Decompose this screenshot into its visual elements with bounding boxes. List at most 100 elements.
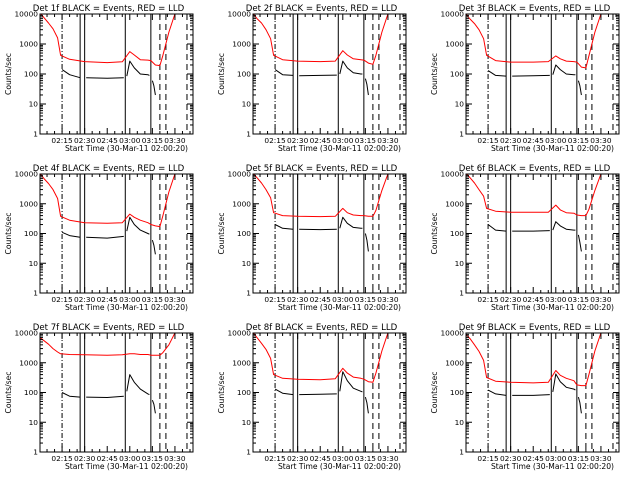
y-axis-label: Counts/sec xyxy=(4,213,13,255)
x-tick-label: 02:15 xyxy=(51,295,73,304)
x-tick-label: 03:30 xyxy=(590,136,612,145)
y-tick-label: 10 xyxy=(242,418,252,427)
events-series-line xyxy=(364,78,369,96)
lld-series-line xyxy=(40,174,178,228)
y-tick-label: 10000 xyxy=(227,10,251,19)
x-tick-label: 02:45 xyxy=(97,136,119,145)
events-series-line xyxy=(512,230,550,232)
x-tick-label: 03:15 xyxy=(142,136,164,145)
x-axis-label: Start Time (30-Mar-11 02:00:20) xyxy=(65,303,188,312)
detector-panel-1: 1 10 100 1000 10000 02:15 02:30 02:45 03:00 03:15… xyxy=(4,4,194,153)
y-tick-label: 10 xyxy=(29,418,39,427)
events-series-line xyxy=(151,239,156,255)
y-tick-label: 10 xyxy=(455,259,465,268)
events-series-line xyxy=(364,396,369,414)
events-series-line xyxy=(364,233,369,252)
panel-title: Det 5f BLACK = Events, RED = LLD xyxy=(246,164,398,174)
detector-panel-4: 1 10 100 1000 10000 02:15 02:30 02:45 03:00 03:15… xyxy=(4,164,194,312)
x-tick-label: 03:30 xyxy=(377,295,399,304)
panel-title: Det 3f BLACK = Events, RED = LLD xyxy=(459,4,611,14)
y-tick-label: 100 xyxy=(450,70,464,79)
events-series-line xyxy=(512,394,550,396)
y-tick-label: 100 xyxy=(237,229,251,238)
events-series-line xyxy=(86,77,124,79)
events-series-line xyxy=(299,74,337,77)
y-tick-label: 100 xyxy=(237,388,251,397)
y-tick-label: 10000 xyxy=(440,329,464,338)
y-tick-label: 10000 xyxy=(14,10,38,19)
y-axis-label: Counts/sec xyxy=(217,213,226,255)
x-tick-label: 03:15 xyxy=(568,454,590,463)
x-tick-label: 02:30 xyxy=(74,295,96,304)
y-tick-label: 10 xyxy=(242,100,252,109)
y-tick-label: 1 xyxy=(246,130,251,139)
plot-data xyxy=(40,174,178,255)
x-tick-label: 03:00 xyxy=(119,136,141,145)
x-tick-label: 02:30 xyxy=(74,136,96,145)
y-axis-label: Counts/sec xyxy=(4,372,13,414)
events-series-line xyxy=(552,221,576,231)
x-tick-label: 03:30 xyxy=(590,454,612,463)
events-series-line xyxy=(61,231,81,238)
events-series-line xyxy=(339,60,363,75)
y-tick-label: 10000 xyxy=(227,329,251,338)
y-tick-label: 1 xyxy=(246,289,251,298)
x-axis-label: Start Time (30-Mar-11 02:00:20) xyxy=(491,144,614,153)
x-tick-label: 02:45 xyxy=(310,295,332,304)
y-tick-label: 10 xyxy=(29,100,39,109)
y-tick-label: 1 xyxy=(33,448,38,457)
events-series-line xyxy=(151,80,156,96)
y-tick-label: 10000 xyxy=(14,329,38,338)
events-series-line xyxy=(61,69,81,79)
x-tick-label: 02:30 xyxy=(500,136,522,145)
y-tick-label: 1000 xyxy=(232,40,251,49)
y-tick-label: 10000 xyxy=(227,170,251,179)
y-tick-label: 1000 xyxy=(19,40,38,49)
x-tick-label: 03:30 xyxy=(164,295,186,304)
plot-frame xyxy=(252,332,407,453)
plot-frame xyxy=(252,173,407,294)
x-tick-label: 03:00 xyxy=(545,454,567,463)
lld-series-line xyxy=(253,333,391,383)
y-tick-label: 1000 xyxy=(445,40,464,49)
y-tick-label: 10000 xyxy=(440,10,464,19)
events-series-line xyxy=(299,393,337,396)
events-series-line xyxy=(126,374,150,396)
plot-data xyxy=(253,333,391,414)
events-series-line xyxy=(552,373,576,392)
panel-title: Det 8f BLACK = Events, RED = LLD xyxy=(246,323,398,333)
detector-panel-3: 1 10 100 1000 10000 02:15 02:30 02:45 03:00 03:15… xyxy=(430,4,620,153)
lld-series-line xyxy=(253,174,391,218)
x-tick-label: 02:45 xyxy=(523,454,545,463)
y-tick-label: 1000 xyxy=(445,358,464,367)
y-tick-label: 100 xyxy=(24,70,38,79)
x-tick-label: 02:45 xyxy=(523,295,545,304)
panel-title: Det 1f BLACK = Events, RED = LLD xyxy=(33,4,185,14)
x-tick-label: 02:45 xyxy=(310,454,332,463)
x-tick-label: 02:15 xyxy=(264,454,286,463)
events-series-line xyxy=(339,216,363,229)
events-series-line xyxy=(552,64,576,76)
y-tick-label: 10 xyxy=(455,100,465,109)
events-series-line xyxy=(274,388,294,396)
panel-title: Det 7f BLACK = Events, RED = LLD xyxy=(33,323,185,333)
x-tick-label: 02:30 xyxy=(74,454,96,463)
y-tick-label: 100 xyxy=(24,229,38,238)
x-tick-label: 02:45 xyxy=(310,136,332,145)
lld-series-line xyxy=(466,174,604,217)
x-tick-label: 02:15 xyxy=(477,295,499,304)
y-tick-label: 1000 xyxy=(19,199,38,208)
x-tick-label: 03:00 xyxy=(545,136,567,145)
y-tick-label: 10000 xyxy=(440,170,464,179)
detector-panel-5: 1 10 100 1000 10000 02:15 02:30 02:45 03:00 03:15… xyxy=(217,164,407,312)
detector-panel-2: 1 10 100 1000 10000 02:15 02:30 02:45 03:00 03:15… xyxy=(217,4,407,153)
events-series-line xyxy=(274,224,294,230)
events-series-line xyxy=(487,224,507,232)
x-tick-label: 02:30 xyxy=(287,136,309,145)
x-tick-label: 02:30 xyxy=(500,454,522,463)
plot-data xyxy=(466,14,604,96)
x-axis-label: Start Time (30-Mar-11 02:00:20) xyxy=(278,303,401,312)
events-series-line xyxy=(151,400,156,414)
y-tick-label: 1000 xyxy=(232,358,251,367)
lld-series-line xyxy=(40,14,178,67)
